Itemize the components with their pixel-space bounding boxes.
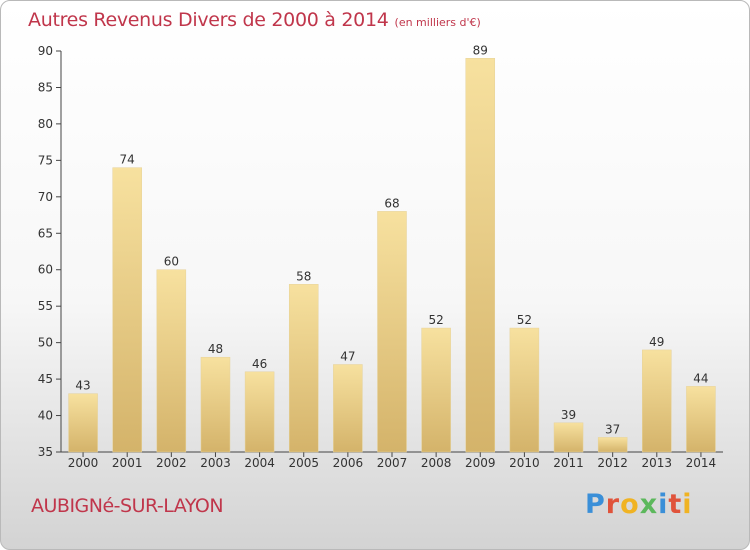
x-tick-label-2002: 2002 bbox=[156, 456, 187, 470]
y-tick-label: 45 bbox=[38, 372, 53, 386]
x-tick-label-2008: 2008 bbox=[421, 456, 452, 470]
x-tick-label-2006: 2006 bbox=[333, 456, 364, 470]
data-label-2013: 49 bbox=[649, 335, 664, 349]
bars bbox=[68, 58, 716, 453]
logo-letter: P bbox=[585, 489, 606, 520]
bar-2009 bbox=[465, 58, 496, 453]
bar-2003 bbox=[200, 356, 231, 453]
y-tick-label: 90 bbox=[38, 44, 53, 58]
data-label-2007: 68 bbox=[384, 196, 399, 210]
bar-2014 bbox=[686, 386, 716, 453]
data-label-2012: 37 bbox=[605, 422, 620, 436]
y-tick-label: 55 bbox=[38, 299, 53, 313]
data-label-2003: 48 bbox=[208, 342, 223, 356]
x-tick-label-2013: 2013 bbox=[642, 456, 673, 470]
bar-2008 bbox=[421, 327, 451, 453]
x-tick-label-2001: 2001 bbox=[112, 456, 143, 470]
x-tick-label-2011: 2011 bbox=[553, 456, 584, 470]
bar-2004 bbox=[244, 371, 275, 453]
data-label-2010: 52 bbox=[517, 313, 532, 327]
bar-2002 bbox=[156, 269, 187, 453]
data-label-2002: 60 bbox=[164, 255, 179, 269]
bar-2005 bbox=[288, 284, 319, 453]
y-tick-label: 75 bbox=[38, 153, 53, 167]
y-tick-label: 85 bbox=[38, 80, 53, 94]
x-tick-label-2003: 2003 bbox=[200, 456, 231, 470]
data-label-2000: 43 bbox=[75, 379, 90, 393]
y-tick-label: 60 bbox=[38, 263, 53, 277]
y-tick-label: 80 bbox=[38, 117, 53, 131]
chart-title: Autres Revenus Divers de 2000 à 2014 bbox=[28, 9, 389, 31]
data-labels: 43 74 60 48 46 58 47 68 52 89 52 39 37 49 44 bbox=[75, 43, 708, 436]
y-tick-label: 70 bbox=[38, 190, 53, 204]
data-label-2004: 46 bbox=[252, 357, 267, 371]
bar-2006 bbox=[333, 364, 363, 453]
logo-letter: r bbox=[605, 489, 621, 520]
proxiti-logo: Proxiti bbox=[585, 489, 693, 520]
x-tick-label-2005: 2005 bbox=[288, 456, 319, 470]
y-tick-label: 35 bbox=[38, 445, 53, 459]
y-tick-label: 65 bbox=[38, 226, 53, 240]
chart-subtitle: (en milliers d'€) bbox=[394, 16, 481, 29]
data-label-2006: 47 bbox=[340, 350, 355, 364]
bar-2011 bbox=[553, 422, 584, 453]
x-tick-label-2004: 2004 bbox=[244, 456, 275, 470]
x-tick-label-2010: 2010 bbox=[509, 456, 540, 470]
x-tick-label-2014: 2014 bbox=[686, 456, 717, 470]
logo-letter: t bbox=[668, 489, 683, 520]
bar-2000 bbox=[68, 393, 98, 453]
data-label-2001: 74 bbox=[120, 153, 135, 167]
data-label-2011: 39 bbox=[561, 408, 576, 422]
x-tick-label-2009: 2009 bbox=[465, 456, 496, 470]
bar-2007 bbox=[377, 211, 407, 453]
x-tick-label-2000: 2000 bbox=[68, 456, 99, 470]
x-tick-label-2007: 2007 bbox=[377, 456, 408, 470]
bar-2012 bbox=[597, 437, 628, 453]
location-label: AUBIGNé-SUR-LAYON bbox=[31, 495, 224, 517]
y-tick-label: 40 bbox=[38, 409, 53, 423]
bar-2010 bbox=[509, 327, 540, 453]
chart-title-group: Autres Revenus Divers de 2000 à 2014 (en … bbox=[28, 9, 481, 31]
data-label-2014: 44 bbox=[693, 371, 708, 385]
logo-letter: o bbox=[620, 489, 640, 520]
y-tick-label: 50 bbox=[38, 336, 53, 350]
logo-letter: i bbox=[682, 489, 693, 520]
bar-2013 bbox=[642, 349, 672, 453]
logo-letter: i bbox=[658, 489, 669, 520]
data-label-2008: 52 bbox=[428, 313, 443, 327]
bar-2001 bbox=[112, 167, 142, 453]
x-tick-label-2012: 2012 bbox=[597, 456, 628, 470]
data-label-2009: 89 bbox=[473, 43, 488, 57]
data-label-2005: 58 bbox=[296, 269, 311, 283]
logo-letter: x bbox=[639, 489, 659, 520]
